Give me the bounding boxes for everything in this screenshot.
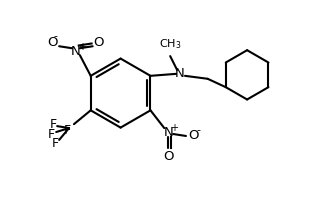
Text: -: - (53, 31, 57, 41)
Text: -: - (197, 125, 201, 135)
Text: F: F (48, 128, 55, 141)
Text: F: F (64, 124, 71, 137)
Text: O: O (47, 36, 57, 49)
Text: +: + (170, 123, 178, 133)
Text: O: O (163, 150, 173, 163)
Text: F: F (50, 118, 57, 131)
Text: N: N (71, 45, 81, 58)
Text: O: O (93, 36, 104, 49)
Text: F: F (52, 137, 59, 150)
Text: N: N (175, 67, 185, 80)
Text: CH$_3$: CH$_3$ (159, 37, 181, 51)
Text: O: O (189, 129, 199, 143)
Text: +: + (78, 42, 86, 52)
Text: N: N (163, 126, 173, 139)
